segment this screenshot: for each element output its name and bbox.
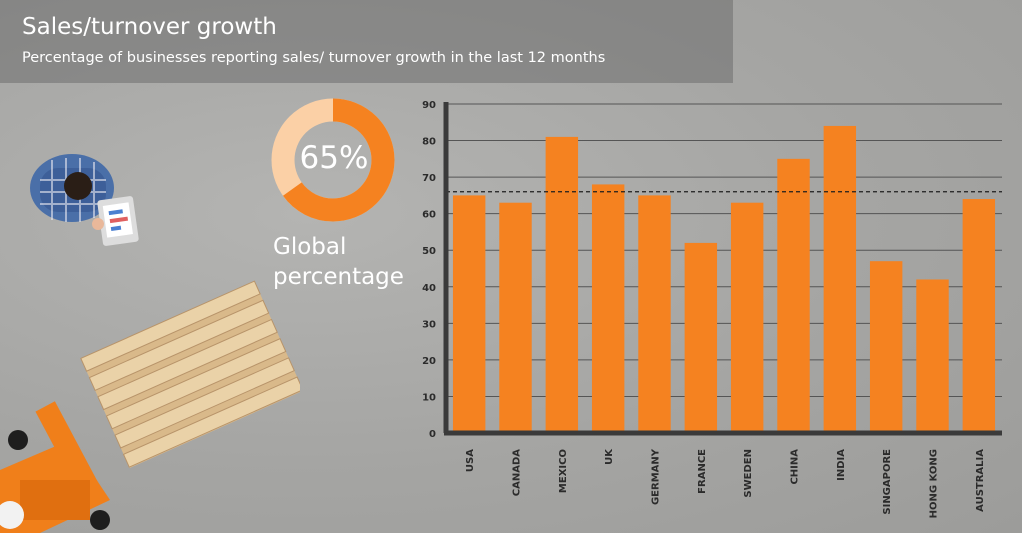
- x-category-labels: USA CANADA MEXICO UK GERMANY FRANCE SWEDEN CHIN…: [465, 448, 986, 519]
- x-category-label: UK: [604, 448, 615, 465]
- y-tick-label: 30: [422, 319, 436, 330]
- bar-singapore: [869, 261, 903, 433]
- bar-canada: [499, 202, 532, 433]
- bar-sweden: [730, 202, 764, 433]
- x-category-label: SINGAPORE: [882, 449, 893, 515]
- bars: [452, 125, 996, 433]
- y-tick-label: 0: [429, 429, 436, 440]
- axes: [443, 102, 1002, 436]
- bar-mexico: [545, 136, 579, 433]
- chart-title: Sales/turnover growth: [22, 14, 277, 40]
- bar-uk: [591, 184, 625, 433]
- donut-fill: [271, 98, 395, 222]
- x-category-label: CHINA: [790, 449, 801, 485]
- y-tick-label: 80: [422, 137, 436, 148]
- x-category-label: FRANCE: [697, 449, 708, 494]
- y-tick-label: 50: [422, 246, 436, 257]
- y-tick-label: 40: [422, 283, 436, 294]
- y-tick-label: 10: [422, 392, 436, 403]
- bar-usa: [452, 195, 486, 433]
- global-donut: [271, 98, 395, 222]
- x-category-label: INDIA: [836, 449, 847, 481]
- x-category-label: USA: [465, 449, 476, 472]
- person-with-tablet-icon: [30, 154, 139, 246]
- bar-germany: [638, 195, 671, 433]
- global-percentage-value: 65%: [299, 140, 369, 176]
- x-category-label: CANADA: [512, 449, 523, 496]
- x-category-label: MEXICO: [558, 449, 569, 493]
- chart-subtitle: Percentage of businesses reporting sales…: [22, 50, 606, 66]
- warehouse-illustration: [0, 154, 300, 533]
- bar-chart: 0 10 20 30 40 50 60 70 80 90 USA CANADA MEXICO UK GER…: [422, 100, 1002, 519]
- y-tick-label: 20: [422, 356, 436, 367]
- bar-hong-kong: [916, 279, 949, 433]
- title-panel: Sales/turnover growth Percentage of busi…: [0, 0, 733, 83]
- y-tick-label: 60: [422, 210, 436, 221]
- bar-china: [777, 158, 810, 433]
- x-category-label: GERMANY: [651, 448, 662, 505]
- bar-india: [823, 125, 857, 433]
- x-category-label: AUSTRALIA: [975, 449, 986, 512]
- y-tick-label: 90: [422, 100, 436, 111]
- x-category-label: SWEDEN: [743, 449, 754, 498]
- pallet-icon: [80, 280, 300, 469]
- y-tick-labels: 0 10 20 30 40 50 60 70 80 90: [422, 100, 436, 440]
- y-tick-label: 70: [422, 173, 436, 184]
- forklift-icon: [0, 401, 110, 533]
- grid-lines: [446, 103, 1002, 397]
- bar-australia: [962, 199, 996, 433]
- x-category-label: HONG KONG: [929, 449, 940, 518]
- bar-france: [684, 242, 718, 433]
- global-percentage-label: Global percentage: [273, 234, 404, 290]
